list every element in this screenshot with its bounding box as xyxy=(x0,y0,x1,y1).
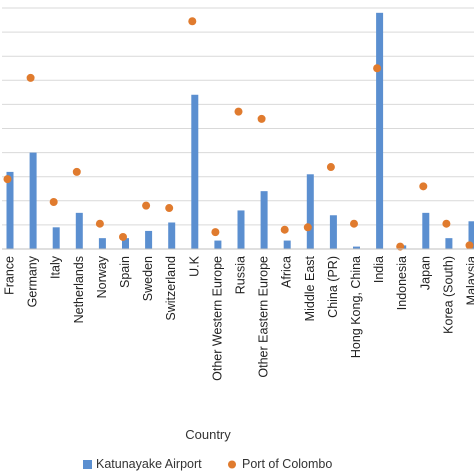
category-label: Sweden xyxy=(141,256,155,301)
legend-swatch-katunayake xyxy=(83,460,92,469)
bar-malaysia xyxy=(468,221,474,249)
point-netherlands xyxy=(72,167,81,176)
legend: Katunayake Airport Port of Colombo xyxy=(83,457,332,471)
category-label: Netherlands xyxy=(72,256,86,323)
category-label: Russia xyxy=(234,256,248,294)
bar-africa xyxy=(283,240,291,249)
bar-spain xyxy=(122,238,129,249)
bar-russia xyxy=(237,210,245,249)
point-other-western-europe xyxy=(211,228,220,237)
x-axis-title: Country xyxy=(185,427,231,442)
bar-italy xyxy=(52,227,60,249)
category-label: Middle East xyxy=(303,255,317,321)
bar-germany xyxy=(29,152,37,249)
point-russia xyxy=(234,107,243,116)
category-label: Hong Kong, China xyxy=(349,256,363,358)
bar-india xyxy=(376,12,384,249)
bar-other-western-europe xyxy=(214,240,222,249)
point-series-colombo xyxy=(3,17,474,251)
point-other-eastern-europe xyxy=(257,114,266,123)
legend-swatch-colombo xyxy=(228,460,236,469)
point-germany xyxy=(26,73,35,82)
bar-middle-east xyxy=(306,174,314,249)
point-norway xyxy=(95,219,104,228)
bar-u-k xyxy=(191,94,199,249)
category-labels: France Germany Italy Netherlands Norway Spain… xyxy=(3,255,474,381)
point-korea-south- xyxy=(442,219,451,228)
category-label: Indonesia xyxy=(395,256,409,310)
category-label: France xyxy=(3,256,17,295)
bar-sweden xyxy=(145,230,153,249)
category-label: Korea (South) xyxy=(441,256,455,334)
grid-lines xyxy=(2,7,474,226)
category-label: Switzerland xyxy=(164,256,178,321)
point-japan xyxy=(419,182,428,191)
bar-series-katunayake xyxy=(6,12,474,249)
bar-korea-south- xyxy=(445,238,453,249)
point-middle-east xyxy=(303,223,312,232)
legend-label-colombo: Port of Colombo xyxy=(242,457,332,471)
category-label: China (PR) xyxy=(326,256,340,318)
bar-hong-kong-china xyxy=(353,246,360,249)
category-label: Other Western Europe xyxy=(210,256,224,381)
bar-france xyxy=(6,171,14,249)
category-label: Africa xyxy=(280,256,294,288)
bar-switzerland xyxy=(168,222,176,249)
bar-china-pr- xyxy=(329,215,337,249)
bar-norway xyxy=(98,238,106,249)
point-italy xyxy=(49,198,58,207)
point-spain xyxy=(119,232,127,241)
category-label: U.K xyxy=(187,255,201,277)
bar-other-eastern-europe xyxy=(260,191,268,249)
point-africa xyxy=(280,225,289,234)
bar-japan xyxy=(422,212,430,249)
point-hong-kong-china xyxy=(350,219,358,228)
category-label: Italy xyxy=(49,255,63,279)
category-label: Spain xyxy=(118,256,132,288)
category-label: Germany xyxy=(26,255,40,307)
point-france xyxy=(3,175,12,184)
point-u-k xyxy=(188,17,197,26)
category-label: Japan xyxy=(418,256,432,290)
point-sweden xyxy=(142,201,151,210)
point-malaysia xyxy=(465,241,474,250)
point-india xyxy=(373,64,382,73)
category-label: India xyxy=(372,256,386,283)
bar-netherlands xyxy=(75,212,83,249)
category-label: Norway xyxy=(95,255,109,298)
point-switzerland xyxy=(165,204,174,213)
category-label: Malaysia xyxy=(465,256,474,305)
legend-label-katunayake: Katunayake Airport xyxy=(96,457,202,471)
point-china-pr- xyxy=(326,163,335,172)
category-label: Other Eastern Europe xyxy=(257,256,271,378)
